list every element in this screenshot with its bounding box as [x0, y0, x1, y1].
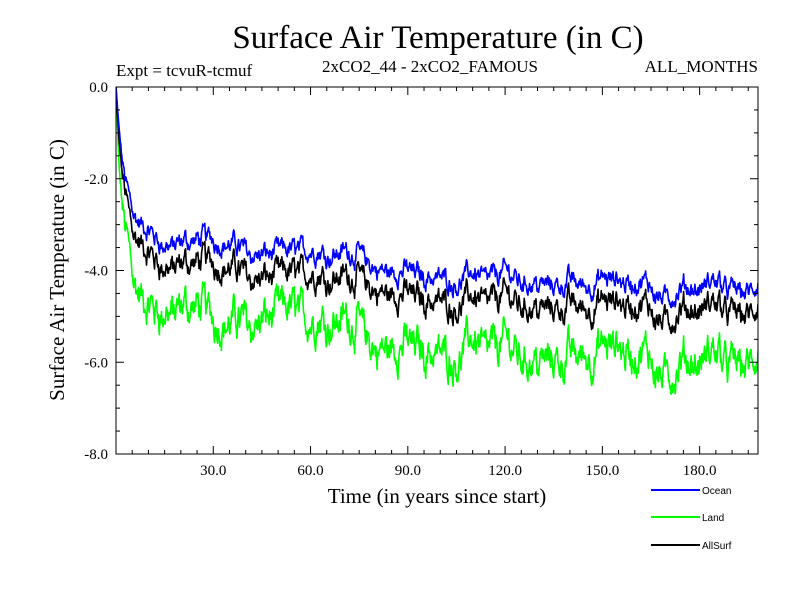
x-tick-label: 120.0: [488, 463, 522, 479]
legend-land-label: Land: [702, 513, 724, 524]
y-axis-label: Surface Air Temperature (in C): [45, 139, 69, 401]
series-line-ocean: [116, 87, 758, 309]
series-line-land: [116, 87, 758, 396]
x-axis-label: Time (in years since start): [328, 484, 547, 508]
x-tick-label: 150.0: [585, 463, 619, 479]
y-tick-label: -8.0: [84, 447, 108, 463]
x-tick-label: 30.0: [200, 463, 226, 479]
legend-ocean-label: Ocean: [702, 486, 731, 497]
series-line-allsurf: [116, 87, 758, 335]
y-tick-label: -6.0: [84, 355, 108, 371]
chart-subtitle-center: 2xCO2_44 - 2xCO2_FAMOUS: [322, 57, 538, 76]
chart-subtitle-right: ALL_MONTHS: [645, 57, 758, 76]
y-tick-label: -2.0: [84, 172, 108, 188]
plot-frame: [115, 86, 759, 455]
x-tick-label: 180.0: [683, 463, 717, 479]
chart-title: Surface Air Temperature (in C): [232, 20, 643, 56]
y-tick-label: -4.0: [84, 264, 108, 280]
axis-ticks: 30.0 60.0 90.0 120.0 150.0 180.0 0.0 -2.0 -4.0 -6…: [84, 80, 758, 479]
x-tick-label: 60.0: [297, 463, 323, 479]
series-layer: [116, 87, 758, 396]
y-tick-label: 0.0: [89, 80, 108, 96]
chart-subtitle-left: Expt = tcvuR-tcmuf: [116, 61, 252, 80]
legend-allsurf-label: AllSurf: [702, 541, 732, 552]
legend: Ocean Land AllSurf: [651, 486, 732, 552]
x-tick-label: 90.0: [395, 463, 421, 479]
